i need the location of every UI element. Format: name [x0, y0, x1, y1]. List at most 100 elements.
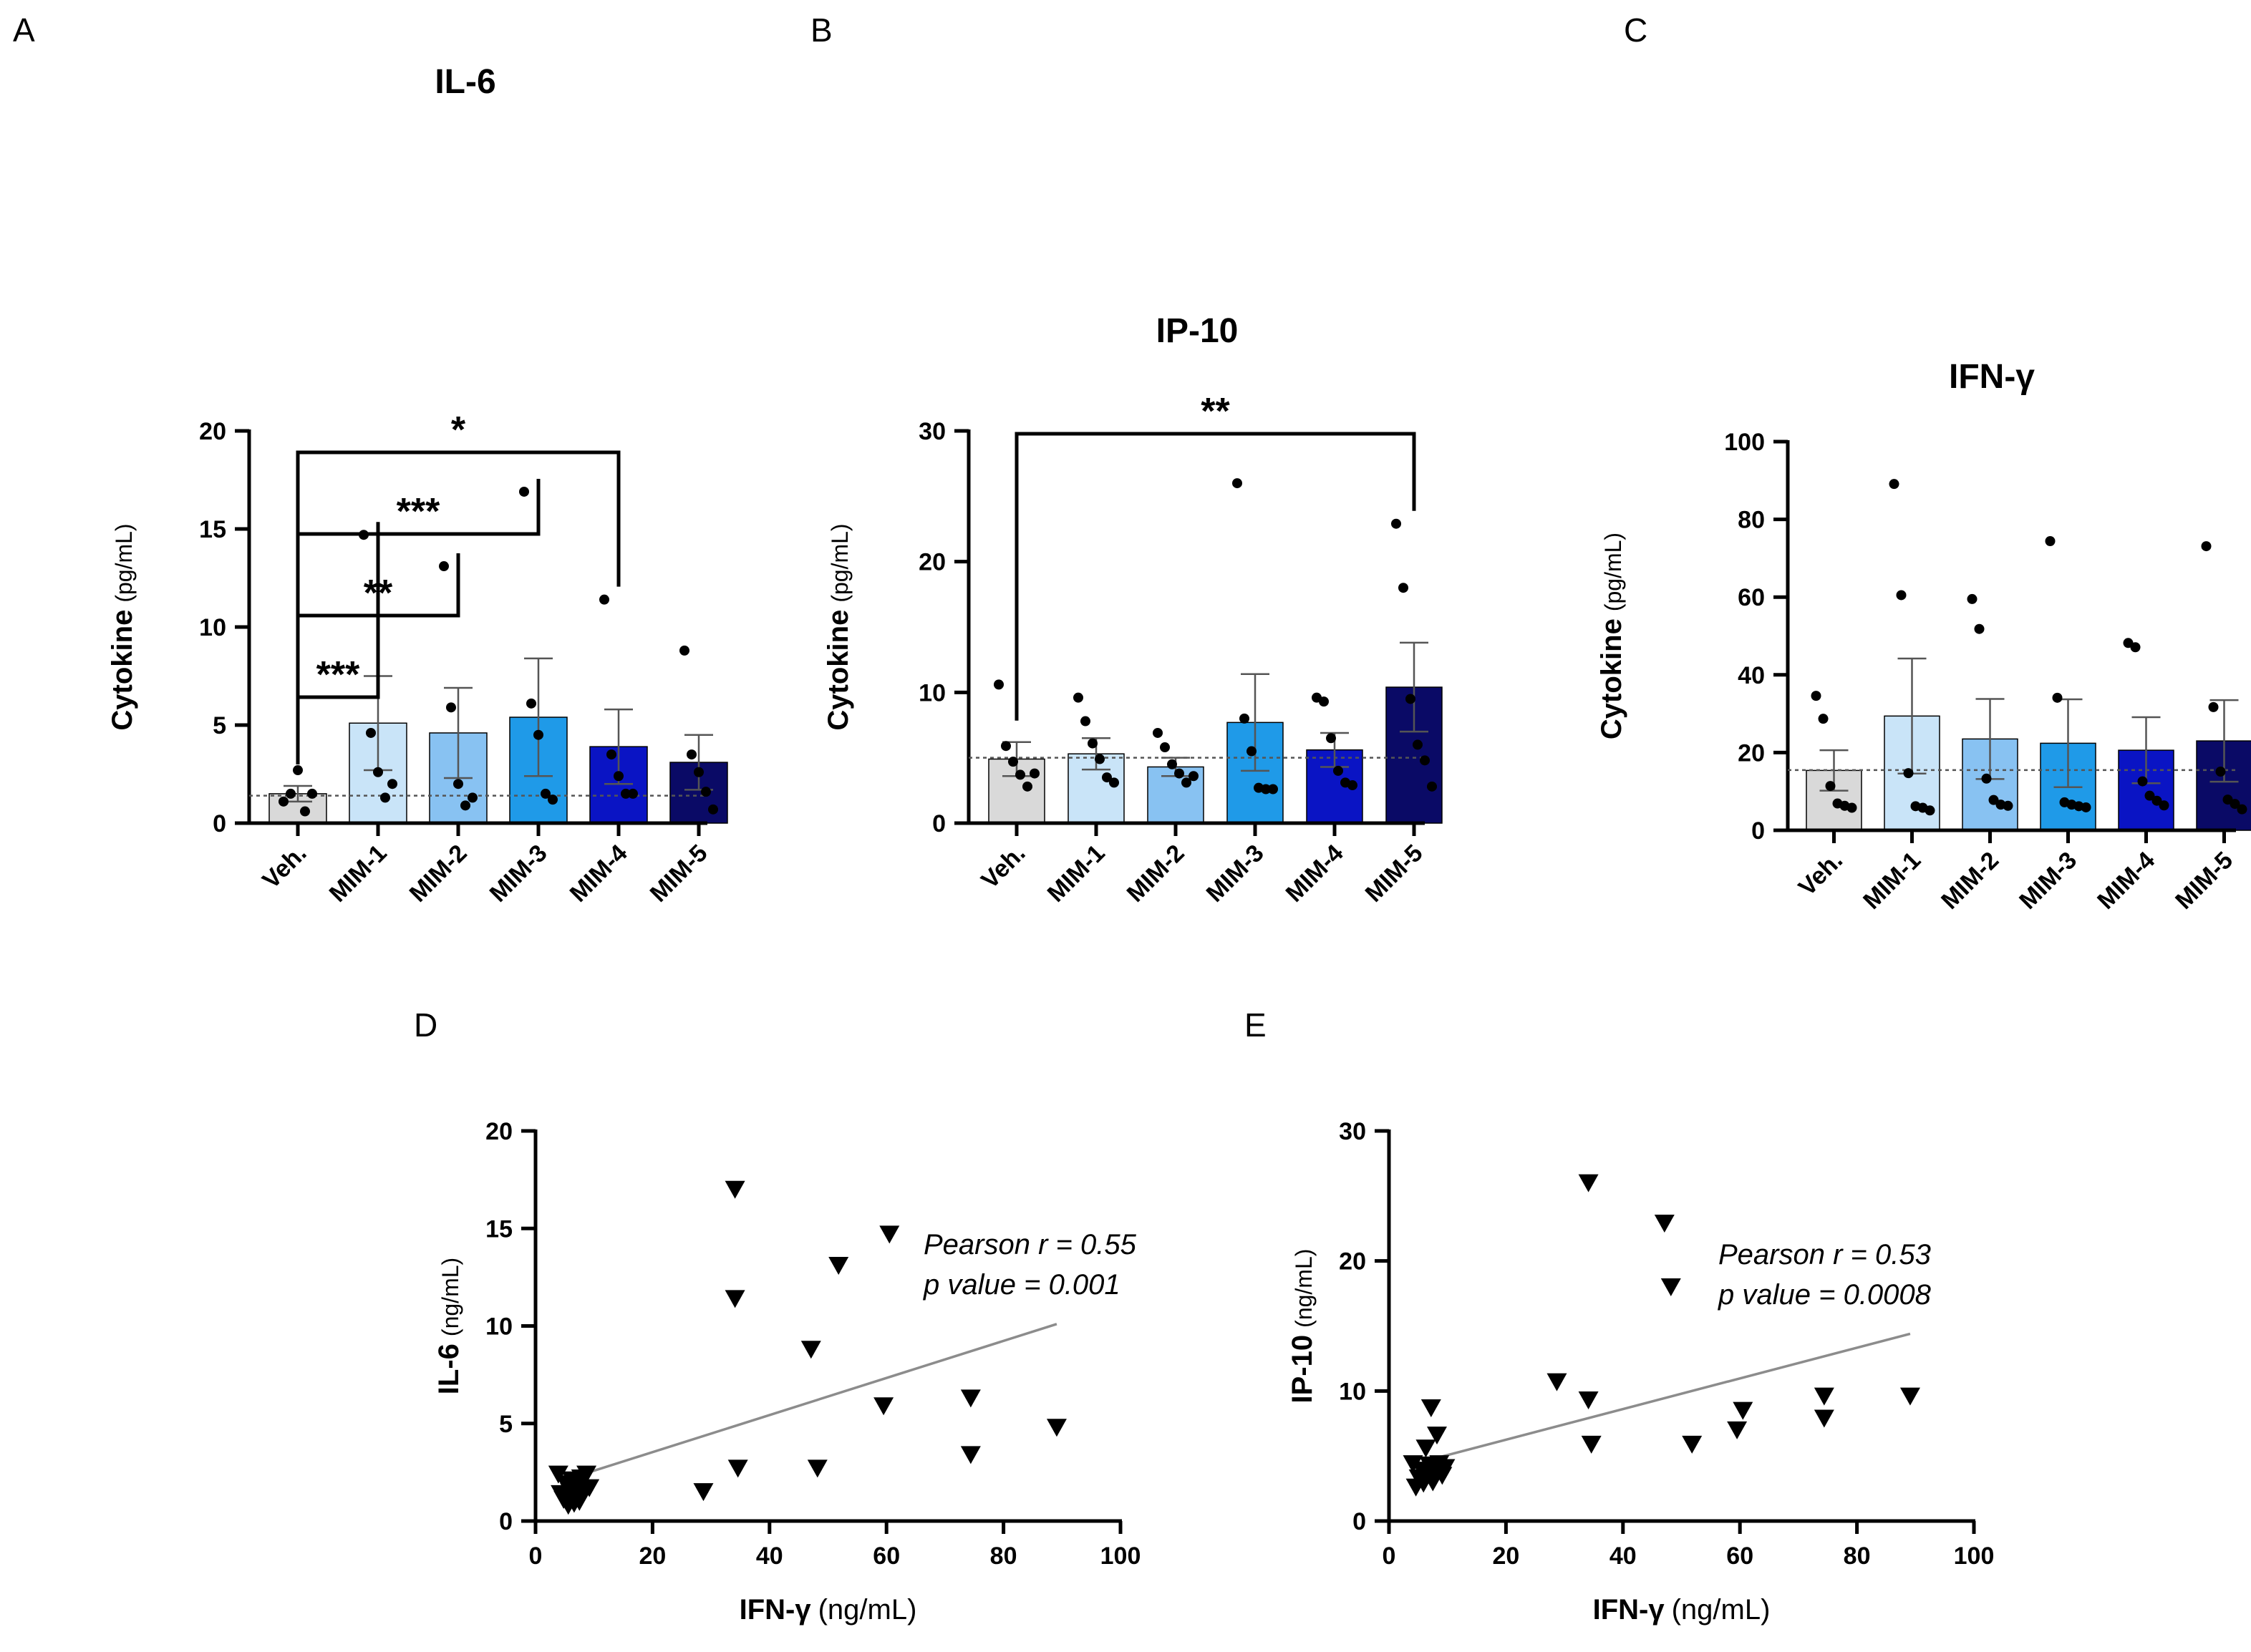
panel-a-x-tick-label: MIM-3 [485, 840, 553, 908]
panel-d-x-axis-label-name: IFN-γ [740, 1594, 812, 1626]
panel-e-data-point-triangle [1581, 1435, 1602, 1454]
panel-a-x-tick-label: MIM-1 [324, 840, 392, 908]
panel-d-data-point-triangle [828, 1257, 849, 1276]
panel-b-y-tick-label: 10 [919, 679, 946, 706]
panel-c-data-point [1981, 773, 1992, 784]
panel-a-data-point [701, 787, 711, 797]
panel-e-x-tick-label: 20 [1492, 1542, 1519, 1570]
panel-d-data-point-triangle [725, 1180, 745, 1199]
panel-b-data-point [1160, 742, 1170, 753]
panel-a-x-tick-label: MIM-4 [565, 840, 633, 908]
panel-c-y-tick-label: 60 [1738, 584, 1765, 611]
panel-c-data-point [2230, 799, 2240, 810]
panel-c-data-point [2215, 767, 2226, 777]
panel-b-data-point [1413, 739, 1423, 750]
panel-e-y-axis-label-unit: (ng/mL) [1291, 1249, 1317, 1328]
panel-b-x-tick-label: Veh. [976, 840, 1030, 894]
panel-b-data-point [1073, 692, 1083, 703]
panel-e-correlation-annotation: Pearson r = 0.53 [1718, 1239, 1931, 1270]
panel-b-data-point [1095, 754, 1105, 764]
panel-b-data-point [1261, 784, 1271, 795]
panel-d-y-tick-label: 0 [499, 1508, 513, 1535]
panel-c-data-point [1903, 768, 1914, 779]
panel-e-data-point-triangle [1814, 1387, 1834, 1406]
panel-b-data-point [1181, 777, 1191, 788]
panel-e-data-point-triangle [1415, 1439, 1436, 1458]
panel-e-letter: E [1244, 1006, 1267, 1044]
panel-a-title: IL-6 [435, 63, 495, 101]
panel-e-y-axis-label-name: IP-10 [1287, 1335, 1318, 1404]
panel-b-significance-stars: ** [1201, 391, 1230, 432]
panel-e-regression-line [1423, 1332, 1911, 1463]
panel-a-y-axis-label-name: Cytokine [107, 610, 138, 731]
panel-a-data-point [446, 702, 456, 713]
panel-d-x-tick-label: 80 [990, 1542, 1017, 1570]
panel-d-data-point-triangle [807, 1459, 828, 1478]
panel-c-data-point [1925, 805, 1935, 816]
panel-e-data-point-triangle [1660, 1278, 1681, 1296]
panel-a-data-point [279, 796, 289, 807]
panel-d-regression-line [570, 1323, 1057, 1479]
panel-d-y-axis-label: IL-6 (ng/mL) [433, 1258, 465, 1394]
panel-b-data-point [1109, 777, 1119, 788]
panel-b-data-point [1088, 738, 1098, 749]
panel-b-data-point [994, 679, 1004, 690]
panel-c-data-point [2137, 776, 2148, 787]
panel-c-data-point [2045, 536, 2056, 547]
panel-c-y-tick-label: 100 [1724, 429, 1765, 456]
panel-e-x-axis-label-unit: (ng/mL) [1672, 1594, 1771, 1626]
panel-c-x-tick-label: MIM-5 [2170, 847, 2238, 915]
panel-a-data-point [708, 804, 718, 815]
panel-e-data-point-triangle [1403, 1455, 1423, 1474]
panel-a-data-point [694, 767, 704, 777]
panel-e-data-point-triangle [1578, 1174, 1599, 1192]
panel-b-data-point [1427, 781, 1437, 792]
panel-e-data-point-triangle [1420, 1399, 1441, 1417]
panel-d-data-point-triangle [725, 1290, 745, 1308]
panel-c-y-axis-label-unit: (pg/mL) [1600, 533, 1626, 611]
panel-e-y-tick-label: 10 [1339, 1378, 1366, 1405]
panel-d-letter: D [414, 1006, 437, 1044]
panel-a-y-tick-label: 10 [199, 614, 226, 641]
panel-b-data-point [1347, 780, 1357, 791]
panel-e-correlation-annotation: p value = 0.0008 [1718, 1279, 1932, 1311]
panel-d-data-point-triangle [548, 1465, 568, 1484]
panel-b-data-point [1268, 784, 1278, 795]
panel-a-y-tick-label: 0 [213, 810, 226, 837]
panel-b-data-point [1326, 733, 1336, 744]
panel-c-y-tick-label: 80 [1738, 507, 1765, 534]
panel-a-y-axis-label: Cytokine (pg/mL) [107, 523, 138, 730]
panel-d-correlation-annotation: Pearson r = 0.55 [924, 1229, 1137, 1260]
panel-d-y-tick-label: 15 [485, 1215, 513, 1243]
panel-e-data-point-triangle [1682, 1435, 1703, 1454]
panel-d-data-point-triangle [879, 1225, 900, 1244]
panel-b-data-point [1015, 769, 1025, 780]
panel-b-letter: B [810, 11, 833, 49]
panel-a-data-point [687, 749, 697, 760]
panel-a-data-point [286, 788, 296, 799]
panel-c-data-point [2237, 804, 2247, 815]
panel-d-y-tick-label: 20 [485, 1118, 513, 1145]
panel-b-x-tick-label: MIM-1 [1042, 840, 1110, 908]
panel-c-x-tick-label: MIM-2 [1936, 847, 2004, 915]
panel-e-x-axis-label: IFN-γ (ng/mL) [1593, 1594, 1771, 1626]
panel-b-data-point [1102, 772, 1112, 783]
panel-a-letter: A [13, 11, 35, 49]
panel-c-data-point [1974, 623, 1985, 634]
panel-d-y-axis-label-name: IL-6 [433, 1344, 465, 1394]
panel-b-data-point [1391, 518, 1401, 529]
panel-c-data-point [1818, 714, 1829, 724]
panel-e-y-tick-label: 0 [1352, 1508, 1366, 1535]
panel-e-data-point-triangle [1654, 1214, 1675, 1233]
panel-c-x-tick-label: MIM-3 [2014, 847, 2082, 915]
panel-e-y-tick-label: 20 [1339, 1248, 1366, 1276]
panel-b-y-tick-label: 0 [932, 810, 946, 837]
panel-e-data-point-triangle [1733, 1401, 1753, 1420]
panel-d-x-axis-label: IFN-γ (ng/mL) [740, 1594, 917, 1626]
panel-a-data-point [380, 792, 390, 803]
panel-a-significance-stars: *** [316, 654, 360, 696]
panel-a-data-point [387, 779, 397, 789]
panel-c-y-tick-label: 0 [1751, 817, 1765, 845]
panel-a-y-tick-label: 15 [199, 516, 226, 543]
